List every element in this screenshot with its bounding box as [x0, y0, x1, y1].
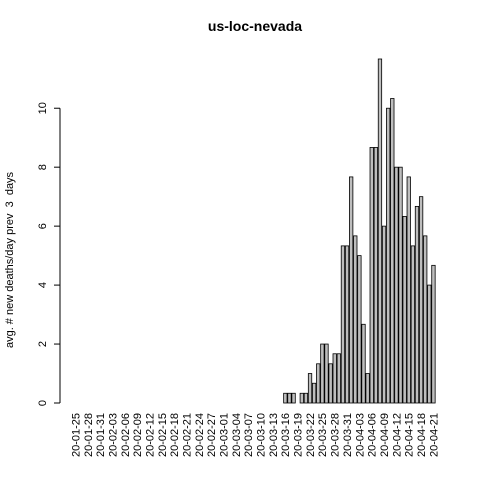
x-tick-label: 20-02-09	[132, 413, 144, 457]
x-tick-label: 20-01-31	[95, 413, 107, 457]
x-tick-label: 20-02-03	[107, 413, 119, 457]
bar	[423, 235, 428, 404]
bar	[418, 196, 424, 404]
bar	[427, 284, 432, 404]
x-tick-label: 20-03-31	[342, 413, 354, 457]
bar	[283, 392, 288, 404]
chart-title: us-loc-nevada	[208, 18, 302, 34]
bar	[386, 107, 391, 404]
x-tick-label: 20-02-06	[120, 413, 132, 457]
bar	[324, 343, 329, 404]
bar	[402, 216, 407, 404]
x-tick-label: 20-02-18	[169, 413, 181, 457]
bar	[361, 323, 366, 404]
y-tick-label: 4	[37, 282, 49, 288]
bar	[349, 176, 354, 404]
bar	[303, 392, 309, 404]
x-tick-label: 20-02-27	[206, 413, 218, 457]
bar	[377, 58, 383, 404]
x-tick-label: 20-02-21	[181, 413, 193, 457]
x-tick-label: 20-04-12	[391, 413, 403, 457]
bar	[394, 166, 399, 404]
x-tick-label: 20-02-24	[194, 413, 206, 457]
x-tick-label: 20-04-09	[379, 413, 391, 457]
x-tick-label: 20-03-16	[280, 413, 292, 457]
x-tick-label: 20-03-19	[293, 413, 305, 457]
bar	[291, 392, 296, 404]
x-tick-label: 20-01-28	[83, 413, 95, 457]
x-tick-label: 20-04-06	[367, 413, 379, 457]
x-tick-label: 20-03-13	[268, 413, 280, 457]
bar	[353, 235, 358, 404]
x-tick-label: 20-04-18	[416, 413, 428, 457]
bar	[410, 245, 415, 404]
bar	[406, 176, 411, 404]
bar	[431, 264, 436, 404]
bar	[320, 343, 325, 404]
x-tick-label: 20-02-12	[144, 413, 156, 457]
bar	[336, 353, 341, 404]
x-tick-label: 20-04-03	[354, 413, 366, 457]
x-tick-label: 20-03-28	[330, 413, 342, 457]
bar	[357, 255, 362, 404]
y-axis-label: avg. # new deaths/day prev 3 days	[4, 171, 16, 348]
x-tick-label: 20-03-25	[317, 413, 329, 457]
y-tick-label: 8	[37, 164, 49, 170]
x-tick-label: 20-03-04	[231, 413, 243, 457]
bar	[299, 392, 304, 404]
bar	[344, 245, 350, 404]
bar	[390, 98, 395, 404]
x-tick-label: 20-01-25	[70, 413, 82, 457]
y-tick-label: 0	[37, 400, 49, 406]
x-tick-label: 20-04-21	[428, 413, 440, 457]
y-tick-label: 10	[37, 102, 49, 114]
x-tick-label: 20-03-10	[256, 413, 268, 457]
bar	[328, 363, 333, 404]
bar	[312, 382, 317, 404]
bar	[414, 205, 420, 404]
bar	[316, 363, 321, 404]
x-tick-label: 20-03-22	[305, 413, 317, 457]
x-tick-label: 20-03-01	[218, 413, 230, 457]
x-tick-label: 20-04-15	[404, 413, 416, 457]
x-tick-label: 20-02-15	[157, 413, 169, 457]
y-tick-label: 6	[37, 223, 49, 229]
x-tick-label: 20-03-07	[243, 413, 255, 457]
bar	[287, 392, 292, 404]
bar	[332, 353, 337, 404]
bar	[340, 245, 346, 404]
y-tick-label: 2	[37, 341, 49, 347]
bar	[381, 225, 387, 404]
bar	[365, 373, 370, 404]
bar	[373, 147, 378, 404]
bar	[398, 166, 403, 404]
bar	[369, 147, 374, 404]
bar	[307, 373, 313, 404]
